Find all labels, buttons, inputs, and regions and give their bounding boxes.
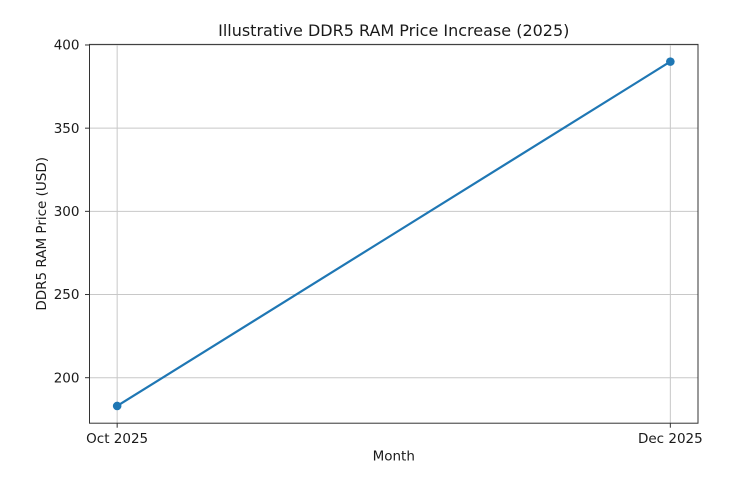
x-tick-label-1: Dec 2025 bbox=[638, 431, 703, 447]
y-tick-label-250: 250 bbox=[54, 287, 80, 303]
axes-layer bbox=[89, 43, 699, 424]
y-axis-label: DDR5 RAM Price (USD) bbox=[34, 157, 50, 311]
x-axis-label: Month bbox=[373, 449, 415, 465]
price-line bbox=[116, 60, 672, 408]
series-layer bbox=[112, 57, 675, 411]
ticks-layer: Oct 2025 Dec 2025 200 250 300 350 400 bbox=[54, 38, 703, 447]
y-tick-label-400: 400 bbox=[54, 38, 80, 54]
data-point-1 bbox=[666, 57, 675, 66]
data-point-0 bbox=[112, 401, 122, 411]
grid-layer bbox=[89, 44, 698, 424]
chart-title: Illustrative DDR5 RAM Price Increase (20… bbox=[218, 21, 569, 40]
y-tick-label-300: 300 bbox=[54, 204, 80, 220]
y-tick-label-350: 350 bbox=[54, 121, 80, 137]
y-tick-label-200: 200 bbox=[54, 370, 80, 386]
plot-border bbox=[89, 43, 699, 424]
x-tick-label-0: Oct 2025 bbox=[86, 431, 148, 447]
